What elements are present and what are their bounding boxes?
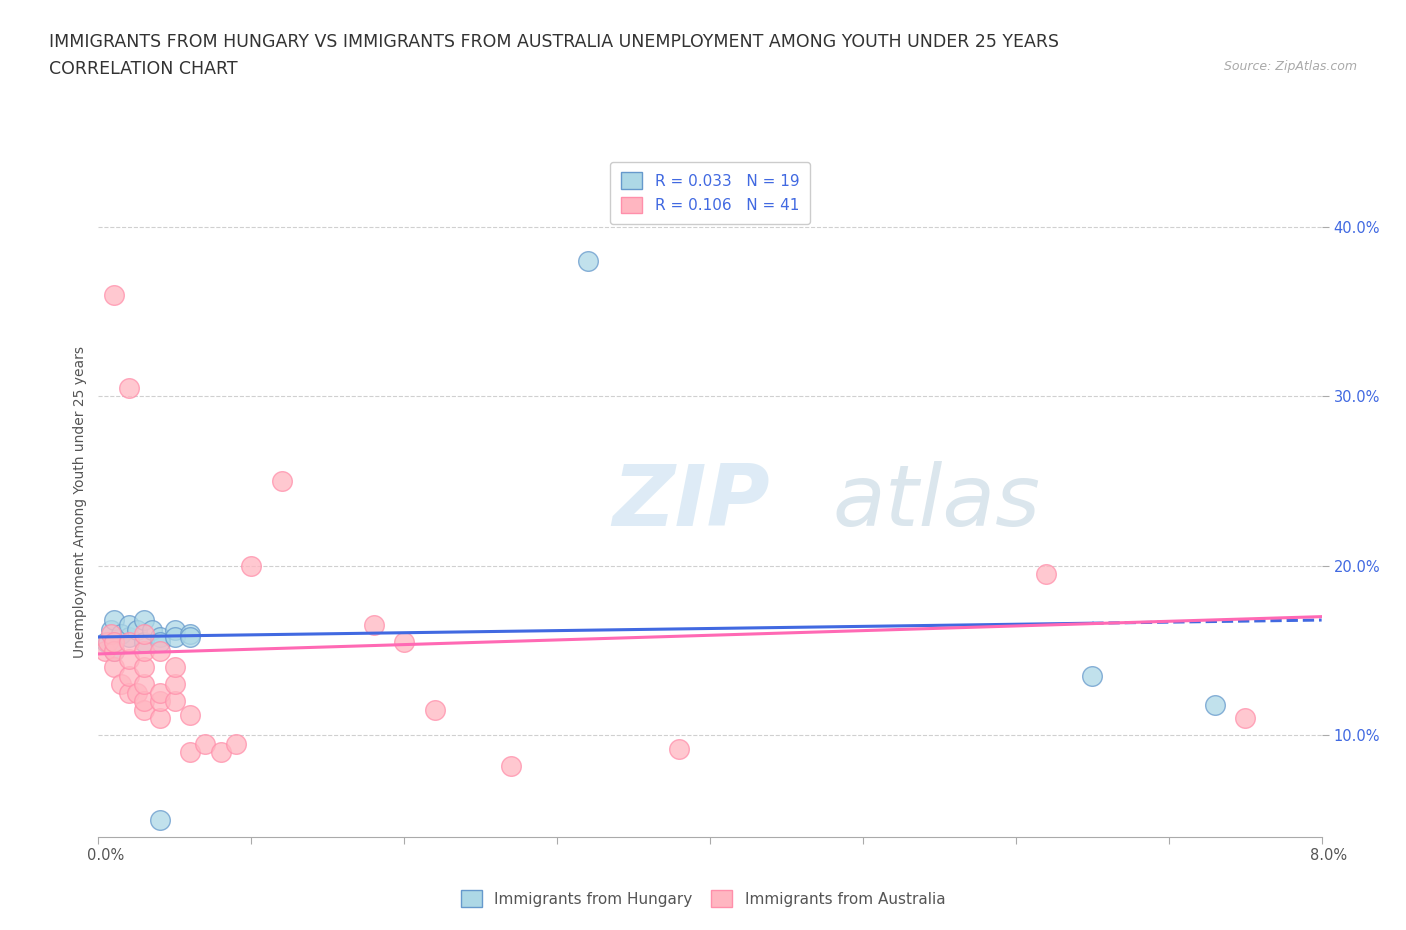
Point xyxy=(100,626,122,641)
Point xyxy=(134,643,156,658)
Point xyxy=(134,634,156,649)
Point xyxy=(110,677,132,692)
Text: IMMIGRANTS FROM HUNGARY VS IMMIGRANTS FROM AUSTRALIA UNEMPLOYMENT AMONG YOUTH UN: IMMIGRANTS FROM HUNGARY VS IMMIGRANTS FR… xyxy=(49,33,1059,50)
Point xyxy=(179,708,201,723)
Point xyxy=(149,694,172,709)
Point xyxy=(163,677,186,692)
Point xyxy=(125,685,148,700)
Point xyxy=(423,702,446,717)
Point xyxy=(103,643,125,658)
Text: 8.0%: 8.0% xyxy=(1310,848,1347,863)
Point xyxy=(118,685,141,700)
Text: CORRELATION CHART: CORRELATION CHART xyxy=(49,60,238,78)
Point xyxy=(134,694,156,709)
Point xyxy=(209,745,232,760)
Point xyxy=(134,677,156,692)
Text: atlas: atlas xyxy=(832,460,1040,544)
Point xyxy=(179,630,201,644)
Point xyxy=(179,745,201,760)
Point xyxy=(1035,566,1057,581)
Point xyxy=(93,643,115,658)
Point xyxy=(149,813,172,828)
Legend: R = 0.033   N = 19, R = 0.106   N = 41: R = 0.033 N = 19, R = 0.106 N = 41 xyxy=(610,162,810,224)
Point xyxy=(97,634,120,649)
Point xyxy=(103,613,125,628)
Point xyxy=(163,623,186,638)
Point xyxy=(134,626,156,641)
Point xyxy=(163,630,186,644)
Point xyxy=(149,685,172,700)
Point xyxy=(134,702,156,717)
Point xyxy=(1234,711,1257,725)
Point xyxy=(125,623,148,638)
Text: Source: ZipAtlas.com: Source: ZipAtlas.com xyxy=(1223,60,1357,73)
Point xyxy=(118,634,141,649)
Point xyxy=(110,626,132,641)
Point xyxy=(94,634,117,649)
Point xyxy=(1081,669,1104,684)
Point xyxy=(149,630,172,644)
Point xyxy=(103,287,125,302)
Point xyxy=(118,618,141,632)
Y-axis label: Unemployment Among Youth under 25 years: Unemployment Among Youth under 25 years xyxy=(73,346,87,658)
Point xyxy=(149,711,172,725)
Point xyxy=(240,558,263,573)
Point xyxy=(134,660,156,675)
Point xyxy=(103,660,125,675)
Point xyxy=(141,623,163,638)
Point xyxy=(149,643,172,658)
Point xyxy=(363,618,385,632)
Text: ZIP: ZIP xyxy=(612,460,770,544)
Point xyxy=(225,737,247,751)
Point xyxy=(118,652,141,667)
Point xyxy=(668,741,690,756)
Point xyxy=(163,660,186,675)
Point xyxy=(103,634,125,649)
Point xyxy=(194,737,217,751)
Point xyxy=(103,643,125,658)
Text: 0.0%: 0.0% xyxy=(87,848,124,863)
Point xyxy=(149,634,172,649)
Point xyxy=(163,694,186,709)
Point xyxy=(118,380,141,395)
Point xyxy=(134,613,156,628)
Point xyxy=(179,626,201,641)
Point xyxy=(501,758,523,773)
Point xyxy=(270,473,294,488)
Legend: Immigrants from Hungary, Immigrants from Australia: Immigrants from Hungary, Immigrants from… xyxy=(454,884,952,913)
Point xyxy=(100,623,122,638)
Point xyxy=(118,630,141,644)
Point xyxy=(1204,698,1226,712)
Point xyxy=(576,253,599,268)
Point xyxy=(118,669,141,684)
Point xyxy=(392,634,416,649)
